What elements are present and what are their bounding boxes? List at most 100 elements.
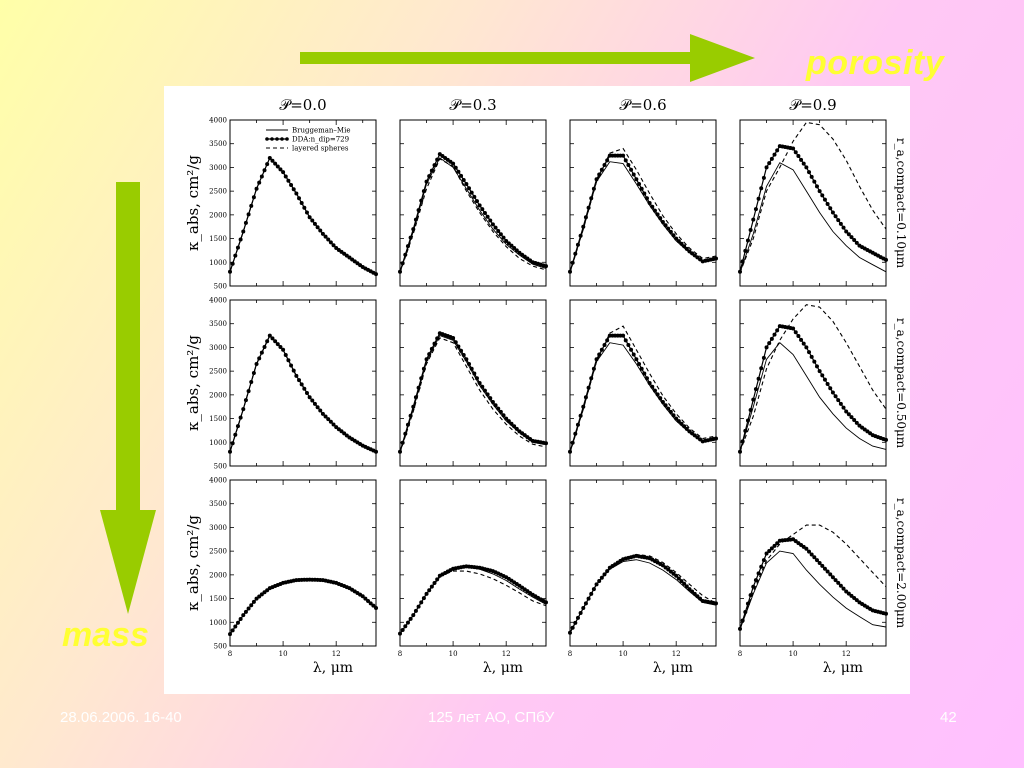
dda-point	[820, 563, 825, 568]
y-axis-label: κ_abs, cm²/g	[184, 155, 202, 251]
dda-point	[647, 381, 652, 385]
dda-point	[769, 156, 774, 161]
series-line-layered-spheres	[229, 156, 377, 275]
y-tick-label: 1000	[209, 619, 227, 627]
dda-point	[753, 387, 758, 392]
dda-point	[775, 148, 780, 153]
dda-point	[714, 256, 718, 261]
series-line-layered-spheres	[569, 325, 717, 453]
series-line-layered-spheres	[569, 147, 717, 273]
dda-point	[506, 241, 511, 246]
x-axis-label: λ, μm	[653, 660, 693, 676]
y-tick-label: 2500	[209, 548, 227, 556]
dda-point	[740, 439, 745, 444]
dda-point	[652, 208, 657, 213]
dda-point	[623, 338, 628, 343]
y-tick-label: 1500	[209, 415, 227, 423]
y-tick-label: 500	[214, 643, 227, 651]
dda-point	[461, 353, 466, 358]
dda-point	[793, 150, 798, 155]
y-tick-label: 4000	[209, 477, 227, 485]
series-line-bruggeman-mie	[739, 162, 887, 273]
dda-point	[650, 204, 655, 209]
series-line-layered-spheres	[399, 158, 547, 273]
series-line-layered-spheres	[399, 570, 547, 635]
dda-point	[884, 611, 888, 616]
series-line-bruggeman-mie	[739, 550, 887, 630]
dda-point	[429, 346, 434, 351]
plot-frame	[569, 119, 717, 287]
plot-panel	[738, 299, 888, 467]
dda-point	[501, 413, 506, 418]
dda-point	[679, 421, 684, 426]
dda-point	[801, 161, 806, 166]
dda-point	[812, 555, 817, 560]
dda-point	[424, 179, 429, 184]
dda-point	[591, 366, 596, 371]
dda-point	[743, 428, 748, 433]
dda-point	[791, 146, 796, 151]
dda-point	[544, 600, 548, 605]
dda-point	[586, 385, 591, 390]
dda-point	[820, 373, 825, 378]
dda-point	[849, 593, 854, 598]
dda-point	[573, 620, 578, 625]
y-tick-label: 3500	[209, 500, 227, 508]
dda-point	[482, 210, 487, 215]
dda-point	[674, 573, 679, 578]
dda-point	[751, 584, 756, 589]
legend-swatch-dot	[270, 137, 274, 141]
dda-point	[849, 235, 854, 240]
dda-point	[456, 344, 461, 349]
mass-label: mass	[62, 616, 149, 654]
dda-point	[698, 596, 703, 601]
dda-point	[469, 366, 474, 371]
dda-point	[767, 161, 772, 166]
dda-point	[419, 198, 424, 203]
y-tick-label: 500	[214, 463, 227, 471]
dda-point	[474, 199, 479, 204]
dda-point	[767, 341, 772, 346]
dda-point	[671, 413, 676, 418]
y-axis-label: κ_abs, cm²/g	[184, 515, 202, 611]
dda-point	[676, 576, 681, 581]
dda-point	[642, 371, 647, 376]
dda-point	[682, 244, 687, 249]
dda-point	[658, 396, 663, 401]
y-tick-label: 500	[214, 283, 227, 291]
dda-point	[804, 546, 809, 551]
dda-point	[761, 175, 766, 180]
dda-point	[477, 381, 482, 385]
dda-point	[262, 344, 267, 349]
dda-point	[668, 409, 673, 414]
dda-point	[751, 217, 756, 222]
dda-point	[642, 191, 647, 196]
porosity-label: porosity	[806, 44, 945, 82]
chart-grid: 𝒫=0.0 𝒫=0.3 𝒫=0.6 𝒫=0.9 κ_abs, cm²/g κ_abs, c…	[184, 96, 908, 676]
dda-point	[825, 381, 830, 386]
mass-arrow	[100, 182, 156, 614]
x-axis-label: λ, μm	[313, 660, 353, 676]
footer-date: 28.06.2006. 16-40	[60, 709, 182, 726]
plot-frame	[399, 479, 547, 647]
dda-point	[668, 229, 673, 234]
footer-title: 125 лет АО, СПбУ	[428, 709, 555, 726]
dda-point	[772, 543, 777, 548]
dda-point	[631, 352, 636, 357]
legend-entry: DDA:n_dip=729	[292, 136, 349, 144]
dda-point	[259, 350, 264, 355]
dda-point	[775, 541, 780, 546]
dda-point	[833, 214, 838, 219]
dda-point	[854, 598, 859, 603]
dda-point	[467, 362, 472, 367]
dda-point	[841, 405, 846, 410]
dda-point	[568, 630, 572, 635]
dda-point	[807, 170, 812, 175]
dda-point	[690, 589, 695, 594]
dda-point	[424, 357, 429, 362]
plot-panel	[398, 299, 548, 467]
y-tick-label: 2500	[209, 368, 227, 376]
dda-point	[586, 205, 591, 210]
dda-point	[631, 172, 636, 177]
dda-point	[403, 252, 408, 257]
